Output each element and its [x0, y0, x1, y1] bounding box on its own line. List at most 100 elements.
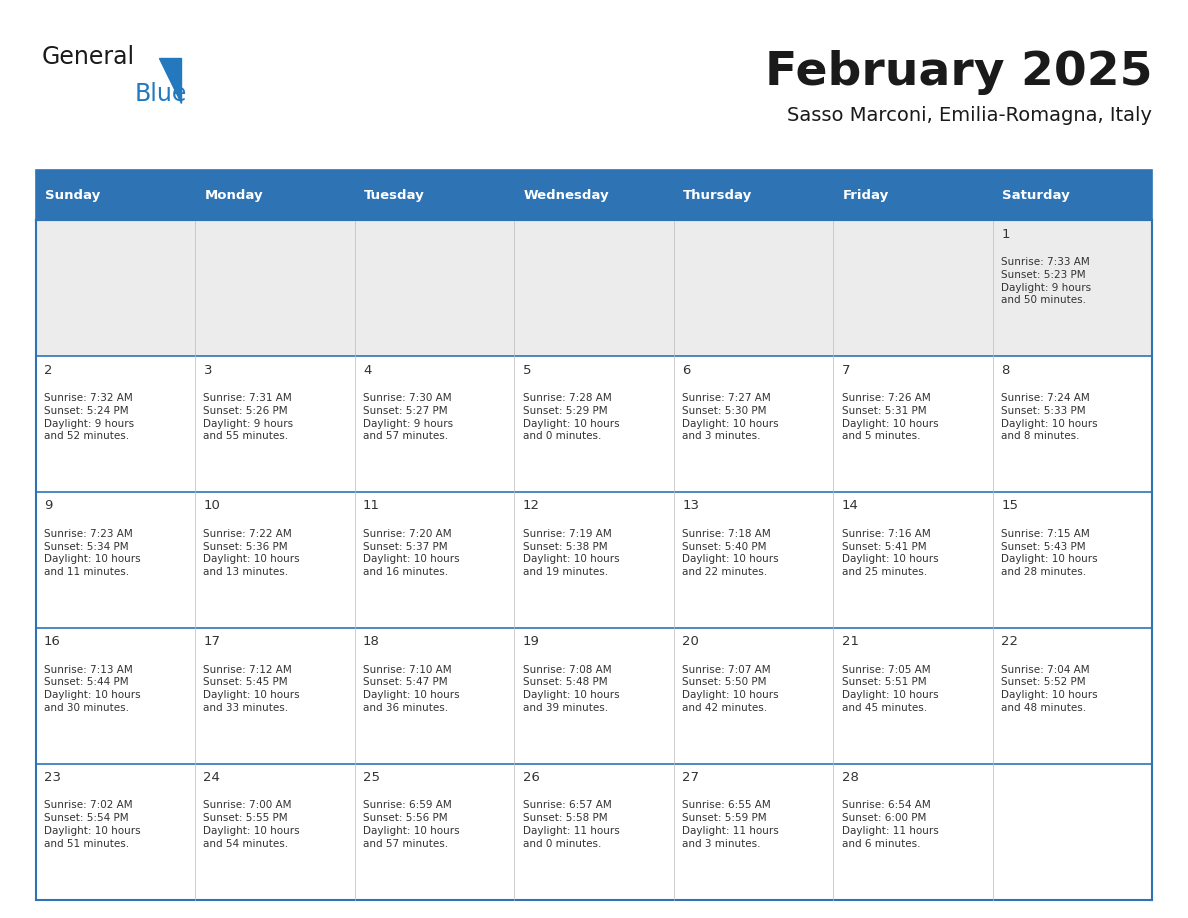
Bar	[674, 764, 833, 900]
Bar	[355, 170, 514, 220]
Bar	[833, 220, 993, 356]
Bar	[993, 628, 1152, 764]
Bar	[993, 170, 1152, 220]
Bar	[195, 628, 355, 764]
Bar	[36, 628, 195, 764]
Bar	[355, 356, 514, 492]
Bar	[993, 356, 1152, 492]
Text: Tuesday: Tuesday	[365, 188, 425, 202]
Bar	[514, 170, 674, 220]
Text: Sunrise: 7:10 AM
Sunset: 5:47 PM
Daylight: 10 hours
and 36 minutes.: Sunrise: 7:10 AM Sunset: 5:47 PM Dayligh…	[364, 665, 460, 713]
Bar	[514, 492, 674, 628]
Text: Friday: Friday	[842, 188, 889, 202]
Text: Sunday: Sunday	[45, 188, 101, 202]
Text: 18: 18	[364, 635, 380, 648]
Bar	[36, 220, 195, 356]
Bar	[514, 628, 674, 764]
Text: 22: 22	[1001, 635, 1018, 648]
Text: 26: 26	[523, 771, 539, 784]
Text: Sunrise: 7:30 AM
Sunset: 5:27 PM
Daylight: 9 hours
and 57 minutes.: Sunrise: 7:30 AM Sunset: 5:27 PM Dayligh…	[364, 393, 453, 442]
Text: Sunrise: 7:22 AM
Sunset: 5:36 PM
Daylight: 10 hours
and 13 minutes.: Sunrise: 7:22 AM Sunset: 5:36 PM Dayligh…	[203, 529, 301, 577]
Text: 17: 17	[203, 635, 221, 648]
Text: Sunrise: 7:24 AM
Sunset: 5:33 PM
Daylight: 10 hours
and 8 minutes.: Sunrise: 7:24 AM Sunset: 5:33 PM Dayligh…	[1001, 393, 1098, 442]
Text: Sunrise: 7:23 AM
Sunset: 5:34 PM
Daylight: 10 hours
and 11 minutes.: Sunrise: 7:23 AM Sunset: 5:34 PM Dayligh…	[44, 529, 140, 577]
Bar	[833, 170, 993, 220]
Text: 15: 15	[1001, 499, 1018, 512]
Text: Sunrise: 7:19 AM
Sunset: 5:38 PM
Daylight: 10 hours
and 19 minutes.: Sunrise: 7:19 AM Sunset: 5:38 PM Dayligh…	[523, 529, 619, 577]
Bar	[833, 628, 993, 764]
Text: Sunrise: 7:02 AM
Sunset: 5:54 PM
Daylight: 10 hours
and 51 minutes.: Sunrise: 7:02 AM Sunset: 5:54 PM Dayligh…	[44, 800, 140, 849]
Text: 20: 20	[682, 635, 699, 648]
Bar	[195, 492, 355, 628]
Text: Sunrise: 7:28 AM
Sunset: 5:29 PM
Daylight: 10 hours
and 0 minutes.: Sunrise: 7:28 AM Sunset: 5:29 PM Dayligh…	[523, 393, 619, 442]
Bar	[195, 170, 355, 220]
Text: 25: 25	[364, 771, 380, 784]
Text: Sunrise: 7:12 AM
Sunset: 5:45 PM
Daylight: 10 hours
and 33 minutes.: Sunrise: 7:12 AM Sunset: 5:45 PM Dayligh…	[203, 665, 301, 713]
Text: Sunrise: 7:31 AM
Sunset: 5:26 PM
Daylight: 9 hours
and 55 minutes.: Sunrise: 7:31 AM Sunset: 5:26 PM Dayligh…	[203, 393, 293, 442]
Bar	[514, 356, 674, 492]
Text: Monday: Monday	[204, 188, 264, 202]
Text: 24: 24	[203, 771, 220, 784]
Text: Saturday: Saturday	[1003, 188, 1070, 202]
Bar	[195, 764, 355, 900]
Text: Sasso Marconi, Emilia-Romagna, Italy: Sasso Marconi, Emilia-Romagna, Italy	[788, 106, 1152, 125]
Bar	[833, 492, 993, 628]
Text: 27: 27	[682, 771, 699, 784]
Bar	[674, 220, 833, 356]
Text: Sunrise: 6:59 AM
Sunset: 5:56 PM
Daylight: 10 hours
and 57 minutes.: Sunrise: 6:59 AM Sunset: 5:56 PM Dayligh…	[364, 800, 460, 849]
Bar	[36, 170, 195, 220]
Text: Sunrise: 7:20 AM
Sunset: 5:37 PM
Daylight: 10 hours
and 16 minutes.: Sunrise: 7:20 AM Sunset: 5:37 PM Dayligh…	[364, 529, 460, 577]
Text: Sunrise: 7:32 AM
Sunset: 5:24 PM
Daylight: 9 hours
and 52 minutes.: Sunrise: 7:32 AM Sunset: 5:24 PM Dayligh…	[44, 393, 134, 442]
Text: 19: 19	[523, 635, 539, 648]
Text: 13: 13	[682, 499, 699, 512]
Text: 11: 11	[364, 499, 380, 512]
Text: 14: 14	[841, 499, 859, 512]
Bar	[36, 492, 195, 628]
Text: 6: 6	[682, 364, 690, 376]
Bar	[355, 220, 514, 356]
Bar	[514, 220, 674, 356]
Bar	[355, 628, 514, 764]
Text: Sunrise: 7:00 AM
Sunset: 5:55 PM
Daylight: 10 hours
and 54 minutes.: Sunrise: 7:00 AM Sunset: 5:55 PM Dayligh…	[203, 800, 301, 849]
Bar	[36, 356, 195, 492]
Text: 4: 4	[364, 364, 372, 376]
Bar	[674, 356, 833, 492]
Text: Sunrise: 7:15 AM
Sunset: 5:43 PM
Daylight: 10 hours
and 28 minutes.: Sunrise: 7:15 AM Sunset: 5:43 PM Dayligh…	[1001, 529, 1098, 577]
Text: Blue: Blue	[134, 82, 187, 106]
Text: 8: 8	[1001, 364, 1010, 376]
Bar	[36, 170, 1152, 220]
Text: Sunrise: 7:04 AM
Sunset: 5:52 PM
Daylight: 10 hours
and 48 minutes.: Sunrise: 7:04 AM Sunset: 5:52 PM Dayligh…	[1001, 665, 1098, 713]
Bar	[674, 628, 833, 764]
Bar	[993, 764, 1152, 900]
Bar	[674, 492, 833, 628]
Text: 3: 3	[203, 364, 211, 376]
Text: 21: 21	[841, 635, 859, 648]
Bar	[993, 492, 1152, 628]
Bar	[674, 170, 833, 220]
Text: 16: 16	[44, 635, 61, 648]
Bar	[833, 764, 993, 900]
Bar	[833, 356, 993, 492]
Text: 9: 9	[44, 499, 52, 512]
Text: 28: 28	[841, 771, 859, 784]
Text: Sunrise: 7:26 AM
Sunset: 5:31 PM
Daylight: 10 hours
and 5 minutes.: Sunrise: 7:26 AM Sunset: 5:31 PM Dayligh…	[841, 393, 939, 442]
Bar	[195, 220, 355, 356]
Bar	[514, 764, 674, 900]
Text: Sunrise: 6:57 AM
Sunset: 5:58 PM
Daylight: 11 hours
and 0 minutes.: Sunrise: 6:57 AM Sunset: 5:58 PM Dayligh…	[523, 800, 619, 849]
Text: Sunrise: 7:16 AM
Sunset: 5:41 PM
Daylight: 10 hours
and 25 minutes.: Sunrise: 7:16 AM Sunset: 5:41 PM Dayligh…	[841, 529, 939, 577]
Text: Sunrise: 7:08 AM
Sunset: 5:48 PM
Daylight: 10 hours
and 39 minutes.: Sunrise: 7:08 AM Sunset: 5:48 PM Dayligh…	[523, 665, 619, 713]
Polygon shape	[159, 58, 181, 103]
Bar	[195, 356, 355, 492]
Text: 2: 2	[44, 364, 52, 376]
Text: General: General	[42, 45, 134, 69]
Bar	[36, 764, 195, 900]
Text: Sunrise: 6:55 AM
Sunset: 5:59 PM
Daylight: 11 hours
and 3 minutes.: Sunrise: 6:55 AM Sunset: 5:59 PM Dayligh…	[682, 800, 779, 849]
Text: February 2025: February 2025	[765, 50, 1152, 95]
Text: Wednesday: Wednesday	[524, 188, 609, 202]
Bar	[993, 220, 1152, 356]
Text: 12: 12	[523, 499, 539, 512]
Text: 5: 5	[523, 364, 531, 376]
Text: Sunrise: 7:33 AM
Sunset: 5:23 PM
Daylight: 9 hours
and 50 minutes.: Sunrise: 7:33 AM Sunset: 5:23 PM Dayligh…	[1001, 257, 1092, 306]
Text: Sunrise: 6:54 AM
Sunset: 6:00 PM
Daylight: 11 hours
and 6 minutes.: Sunrise: 6:54 AM Sunset: 6:00 PM Dayligh…	[841, 800, 939, 849]
Text: 1: 1	[1001, 228, 1010, 241]
